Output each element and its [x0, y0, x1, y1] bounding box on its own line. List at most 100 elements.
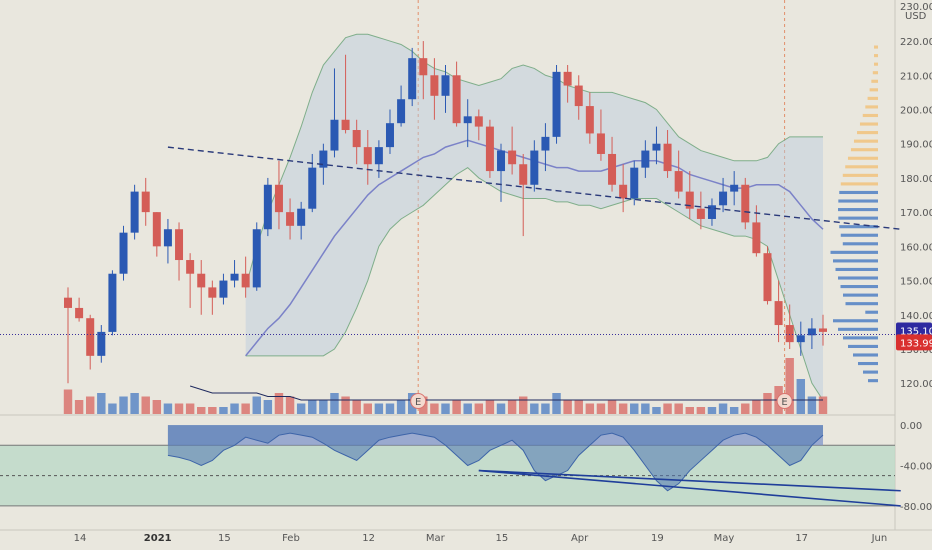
volume-bar [230, 403, 239, 414]
volume-bar [63, 389, 73, 414]
candle-body [175, 229, 184, 261]
volume-bar [330, 393, 339, 414]
candle-body [97, 331, 106, 356]
volume-bar [263, 400, 273, 414]
time-tick-label: 15 [218, 533, 231, 544]
candle-body [64, 297, 72, 308]
time-tick-label: May [714, 533, 735, 544]
candlesticks[interactable] [64, 41, 827, 384]
candle-body [563, 71, 572, 86]
volume-bar [274, 393, 284, 414]
volume-profile-bar [845, 165, 878, 169]
volume-profile-bar [838, 199, 878, 203]
volume-profile-bar [868, 379, 878, 383]
candle-body [497, 150, 506, 172]
candle-body [186, 260, 195, 274]
candle-body [719, 191, 728, 206]
volume-profile-bar [847, 156, 878, 160]
candle-body [730, 184, 739, 192]
volume-bar [130, 393, 139, 414]
volume-profile-bar [848, 344, 878, 348]
price-tick-label: 200.00 [900, 105, 932, 116]
candle-body [541, 136, 550, 151]
candle-body [819, 328, 827, 332]
candle-body [75, 307, 84, 319]
volume-bar [507, 400, 517, 414]
volume-profile-bar [874, 54, 878, 58]
volume-profile-bar [842, 173, 878, 177]
candle-body [652, 143, 661, 151]
earnings-label: E [781, 397, 787, 408]
time-tick-label: 2021 [144, 533, 172, 544]
candle-body [241, 273, 250, 288]
candle-body [785, 325, 794, 343]
volume-bar [729, 407, 739, 414]
volume-profile-bar [858, 361, 878, 366]
volume-bar [319, 400, 328, 414]
candle-body [330, 119, 339, 151]
candle-body [441, 75, 450, 96]
volume-profile-bar [865, 105, 878, 109]
volume-bar [585, 403, 595, 414]
volume-profile-bar [853, 139, 878, 143]
oscillator-line [167, 432, 824, 492]
time-tick-label: 12 [362, 533, 375, 544]
earnings-marker [410, 393, 427, 409]
candle-body [763, 253, 772, 302]
candle-body [596, 133, 605, 154]
volume-profile-bar [842, 242, 878, 246]
volume-bar [796, 379, 806, 414]
volume-profile-bar [850, 148, 878, 152]
candle-body [219, 280, 228, 298]
oscillator-area [167, 425, 824, 491]
candle-body [707, 205, 716, 219]
volume-bar [707, 407, 717, 414]
volume-profile-bar [843, 336, 878, 340]
volume-profile-bar [840, 233, 878, 237]
volume-profile-bar [863, 370, 878, 374]
candle-body [141, 191, 150, 213]
volume-bar [119, 396, 128, 414]
volume-bar [652, 407, 661, 414]
time-tick-label: Feb [282, 533, 300, 544]
candle-body [230, 273, 239, 281]
volume-bar [363, 403, 372, 414]
candle-body [608, 153, 617, 185]
candle-body [663, 143, 672, 172]
volume-profile-bar [871, 79, 878, 83]
candle-body [319, 150, 328, 168]
volume-bar [108, 403, 117, 414]
candle-body [385, 123, 394, 148]
volume-bar [718, 403, 728, 414]
price-tick-label: 170.00 [900, 208, 932, 219]
volume-bar [85, 396, 95, 414]
price-tick-label: 190.00 [900, 140, 932, 151]
volume-bar [763, 393, 772, 414]
candle-body [674, 171, 683, 192]
volume-bar [208, 407, 217, 414]
volume-profile-bar [840, 285, 878, 289]
volume-profile-bar [838, 216, 878, 220]
volume-bar [241, 403, 250, 414]
volume-bar [696, 407, 706, 414]
volume-profile-bar [874, 62, 878, 66]
price-tick-label: 160.00 [900, 242, 932, 253]
volume-bar [285, 396, 295, 414]
candle-body [341, 119, 350, 131]
time-tick-label: 19 [651, 533, 664, 544]
time-tick-label: Jun [871, 533, 888, 544]
close-price-text: 133.99 [900, 338, 932, 349]
volume-bar [519, 396, 528, 414]
time-tick-label: 15 [496, 533, 509, 544]
candle-body [130, 191, 139, 233]
volume-bar [752, 400, 761, 414]
volume-bar [741, 403, 750, 414]
candle-body [452, 75, 461, 124]
candle-body [574, 85, 583, 107]
candle-body [408, 58, 417, 100]
oscillator-trend-line [478, 469, 901, 492]
oscillator-pane[interactable]: 0.00 -40.00 -80.00 [0, 421, 932, 513]
volume-bar [663, 403, 672, 414]
